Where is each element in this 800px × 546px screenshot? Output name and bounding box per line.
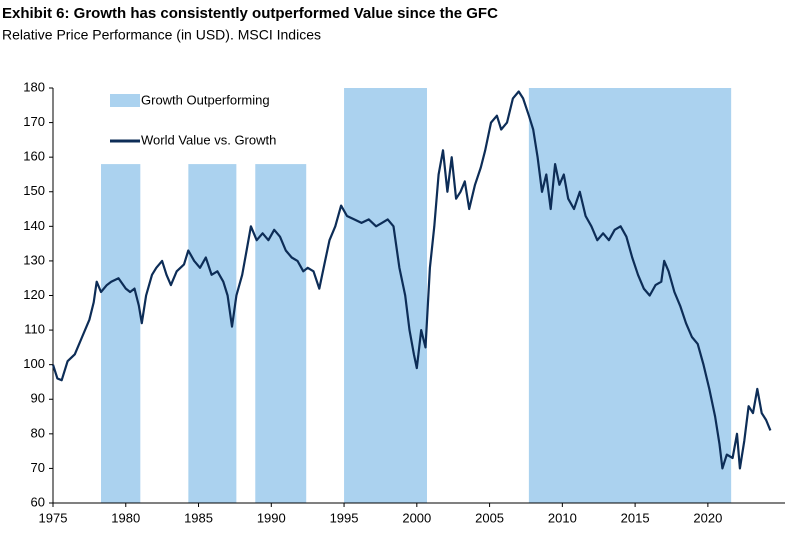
y-tick-label: 170 bbox=[23, 114, 45, 129]
x-tick-label: 2015 bbox=[621, 510, 650, 525]
shaded-region bbox=[528, 88, 732, 503]
x-tick-label: 2010 bbox=[548, 510, 577, 525]
shaded-region bbox=[255, 164, 307, 504]
legend-label: World Value vs. Growth bbox=[141, 132, 276, 147]
chart-title: Exhibit 6: Growth has consistently outpe… bbox=[2, 5, 498, 22]
x-tick-label: 2000 bbox=[402, 510, 431, 525]
chart-subtitle: Relative Price Performance (in USD). MSC… bbox=[2, 27, 321, 43]
legend-label: Growth Outperforming bbox=[141, 92, 270, 107]
shaded-region bbox=[101, 164, 141, 504]
x-tick-label: 1975 bbox=[39, 510, 68, 525]
y-tick-label: 180 bbox=[23, 79, 45, 94]
y-tick-label: 80 bbox=[31, 425, 45, 440]
shaded-region bbox=[344, 88, 428, 503]
y-tick-label: 110 bbox=[24, 322, 45, 337]
y-tick-label: 60 bbox=[31, 494, 45, 509]
x-tick-label: 1995 bbox=[330, 510, 359, 525]
y-tick-label: 140 bbox=[23, 218, 45, 233]
y-tick-label: 120 bbox=[23, 287, 45, 302]
x-tick-label: 1985 bbox=[184, 510, 213, 525]
x-tick-label: 1990 bbox=[257, 510, 286, 525]
shaded-region bbox=[188, 164, 237, 504]
y-tick-label: 100 bbox=[23, 356, 45, 371]
x-tick-label: 1980 bbox=[111, 510, 140, 525]
y-tick-label: 90 bbox=[31, 391, 45, 406]
legend-swatch bbox=[110, 94, 140, 107]
x-tick-label: 2020 bbox=[693, 510, 722, 525]
y-tick-label: 70 bbox=[31, 460, 45, 475]
series-line bbox=[51, 90, 772, 470]
y-tick-label: 130 bbox=[23, 252, 45, 267]
y-tick-label: 160 bbox=[23, 149, 45, 164]
x-tick-label: 2005 bbox=[475, 510, 504, 525]
y-tick-label: 150 bbox=[23, 183, 45, 198]
